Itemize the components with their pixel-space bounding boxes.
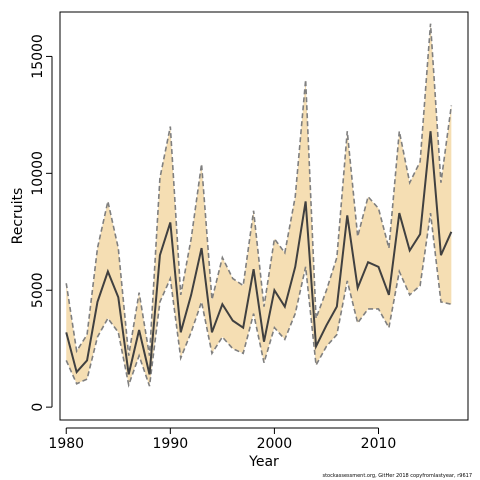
x-tick-label: 2000 [257,436,293,452]
x-axis-label: Year [248,454,279,470]
y-axis: 0 5000 10000 15000 [30,34,53,412]
series-lines [65,23,453,388]
y-axis-label: Recruits [10,188,26,245]
plot-frame [59,11,469,421]
y-tick-label: 10000 [30,151,46,196]
estimate-line [65,131,453,375]
y-tick-label: 5000 [30,272,46,308]
band-area [66,23,452,387]
x-tick-label: 2010 [361,436,397,452]
x-tick-label: 1980 [48,436,84,452]
lower-bound-line [65,212,452,388]
x-axis: 1980 1990 2000 2010 [48,427,397,452]
y-tick-label: 15000 [30,34,46,79]
confidence-band [66,23,452,387]
upper-bound-line [65,23,453,356]
y-tick-label: 0 [30,403,46,412]
footer-note: stockassessment.org, GitHer 2018 copyfro… [322,473,472,479]
x-tick-label: 1990 [153,436,189,452]
